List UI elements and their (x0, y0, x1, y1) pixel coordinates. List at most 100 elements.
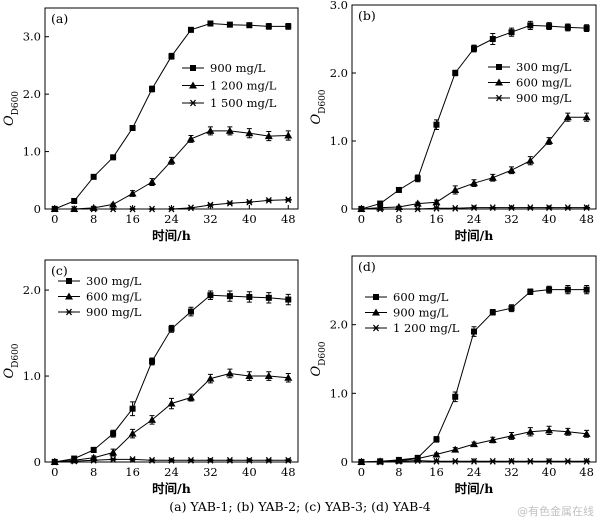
data-point (526, 457, 534, 465)
panel-label: (c) (51, 263, 68, 278)
data-point (265, 196, 273, 204)
data-point (110, 154, 117, 161)
data-point (395, 205, 403, 213)
data-point (488, 436, 497, 444)
y-tick-label: 1.0 (23, 145, 41, 159)
series-line (54, 294, 289, 463)
data-point (149, 358, 156, 365)
data-point (129, 456, 137, 463)
y-tick-label: 1.0 (330, 386, 348, 400)
data-point (284, 456, 292, 464)
watermark: @有色金属在线 (517, 505, 594, 518)
y-tick-label: 2.0 (23, 87, 41, 101)
data-point (284, 196, 292, 204)
series-3 (357, 204, 591, 213)
data-point (414, 457, 422, 465)
x-tick-label: 32 (203, 212, 218, 226)
data-point (168, 205, 175, 213)
data-point (583, 204, 591, 212)
x-tick-label: 0 (51, 212, 58, 226)
data-point (526, 204, 534, 212)
data-point (264, 372, 273, 380)
y-axis-label: OD600 (2, 343, 21, 378)
y-axis-label-subscript: D600 (318, 89, 328, 114)
y-tick-label: 1.0 (23, 369, 41, 383)
data-point (226, 293, 233, 300)
data-point (206, 374, 215, 382)
panel-label: (a) (51, 11, 68, 26)
data-point (376, 458, 384, 466)
data-point (432, 457, 440, 465)
x-tick-label: 8 (90, 465, 97, 479)
data-point (206, 456, 214, 464)
data-point (527, 22, 534, 29)
data-point (452, 393, 459, 400)
data-point (168, 456, 175, 464)
data-point (489, 36, 496, 42)
x-tick-label: 16 (429, 212, 444, 226)
data-point (564, 286, 571, 293)
data-point (564, 204, 572, 212)
data-point (207, 292, 214, 299)
data-point (284, 131, 293, 139)
y-axis-label-subscript: D600 (11, 91, 21, 116)
data-point (583, 25, 590, 32)
data-point (110, 430, 117, 437)
y-tick-label: 1.0 (330, 134, 348, 148)
data-point (377, 200, 384, 207)
data-point (90, 205, 98, 213)
y-tick-label: 2.0 (330, 318, 348, 332)
data-point (471, 45, 477, 52)
data-point (507, 431, 516, 439)
legend-label: 900 mg/L (516, 91, 572, 105)
data-point (51, 205, 59, 213)
y-tick-label: 0 (34, 202, 41, 216)
data-point (128, 189, 137, 197)
x-axis-label: 时间/h (152, 228, 191, 243)
legend-label: 1 200 mg/L (210, 79, 277, 93)
x-tick-label: 48 (281, 212, 296, 226)
legend-marker (496, 64, 502, 70)
legend-marker (65, 292, 73, 300)
x-tick-label: 24 (164, 465, 179, 479)
data-point (246, 293, 253, 300)
x-tick-label: 32 (504, 465, 519, 479)
data-point (265, 23, 272, 30)
data-point (432, 204, 440, 212)
data-point (507, 166, 516, 174)
x-tick-label: 40 (542, 465, 557, 479)
data-point (225, 369, 234, 377)
data-point (207, 20, 214, 27)
data-point (51, 458, 59, 466)
x-tick-label: 0 (358, 465, 365, 479)
data-point (526, 156, 535, 164)
legend-label: 300 mg/L (86, 274, 142, 288)
x-tick-label: 8 (395, 465, 402, 479)
data-point (128, 429, 137, 437)
data-point (187, 26, 194, 33)
data-point (70, 457, 78, 465)
data-point (167, 156, 176, 164)
x-tick-label: 40 (542, 212, 557, 226)
x-tick-label: 48 (281, 465, 296, 479)
y-tick-label: 3.0 (23, 30, 41, 44)
legend-marker (189, 99, 197, 107)
plot-frame (44, 259, 299, 463)
data-point (508, 305, 515, 312)
data-point (284, 373, 293, 381)
legend: 900 mg/L 1 200 mg/L 1 500 mg/L (182, 61, 277, 110)
data-point (564, 457, 572, 465)
data-point (168, 325, 175, 332)
data-point (488, 173, 497, 181)
data-point (129, 405, 136, 412)
data-point (376, 205, 384, 213)
legend-label: 900 mg/L (210, 61, 266, 75)
legend-label: 300 mg/L (516, 60, 572, 74)
x-axis-label: 时间/h (455, 228, 494, 243)
legend-label: 600 mg/L (393, 290, 449, 304)
x-tick-label: 32 (504, 212, 519, 226)
data-point (148, 178, 157, 186)
data-point (226, 456, 234, 464)
